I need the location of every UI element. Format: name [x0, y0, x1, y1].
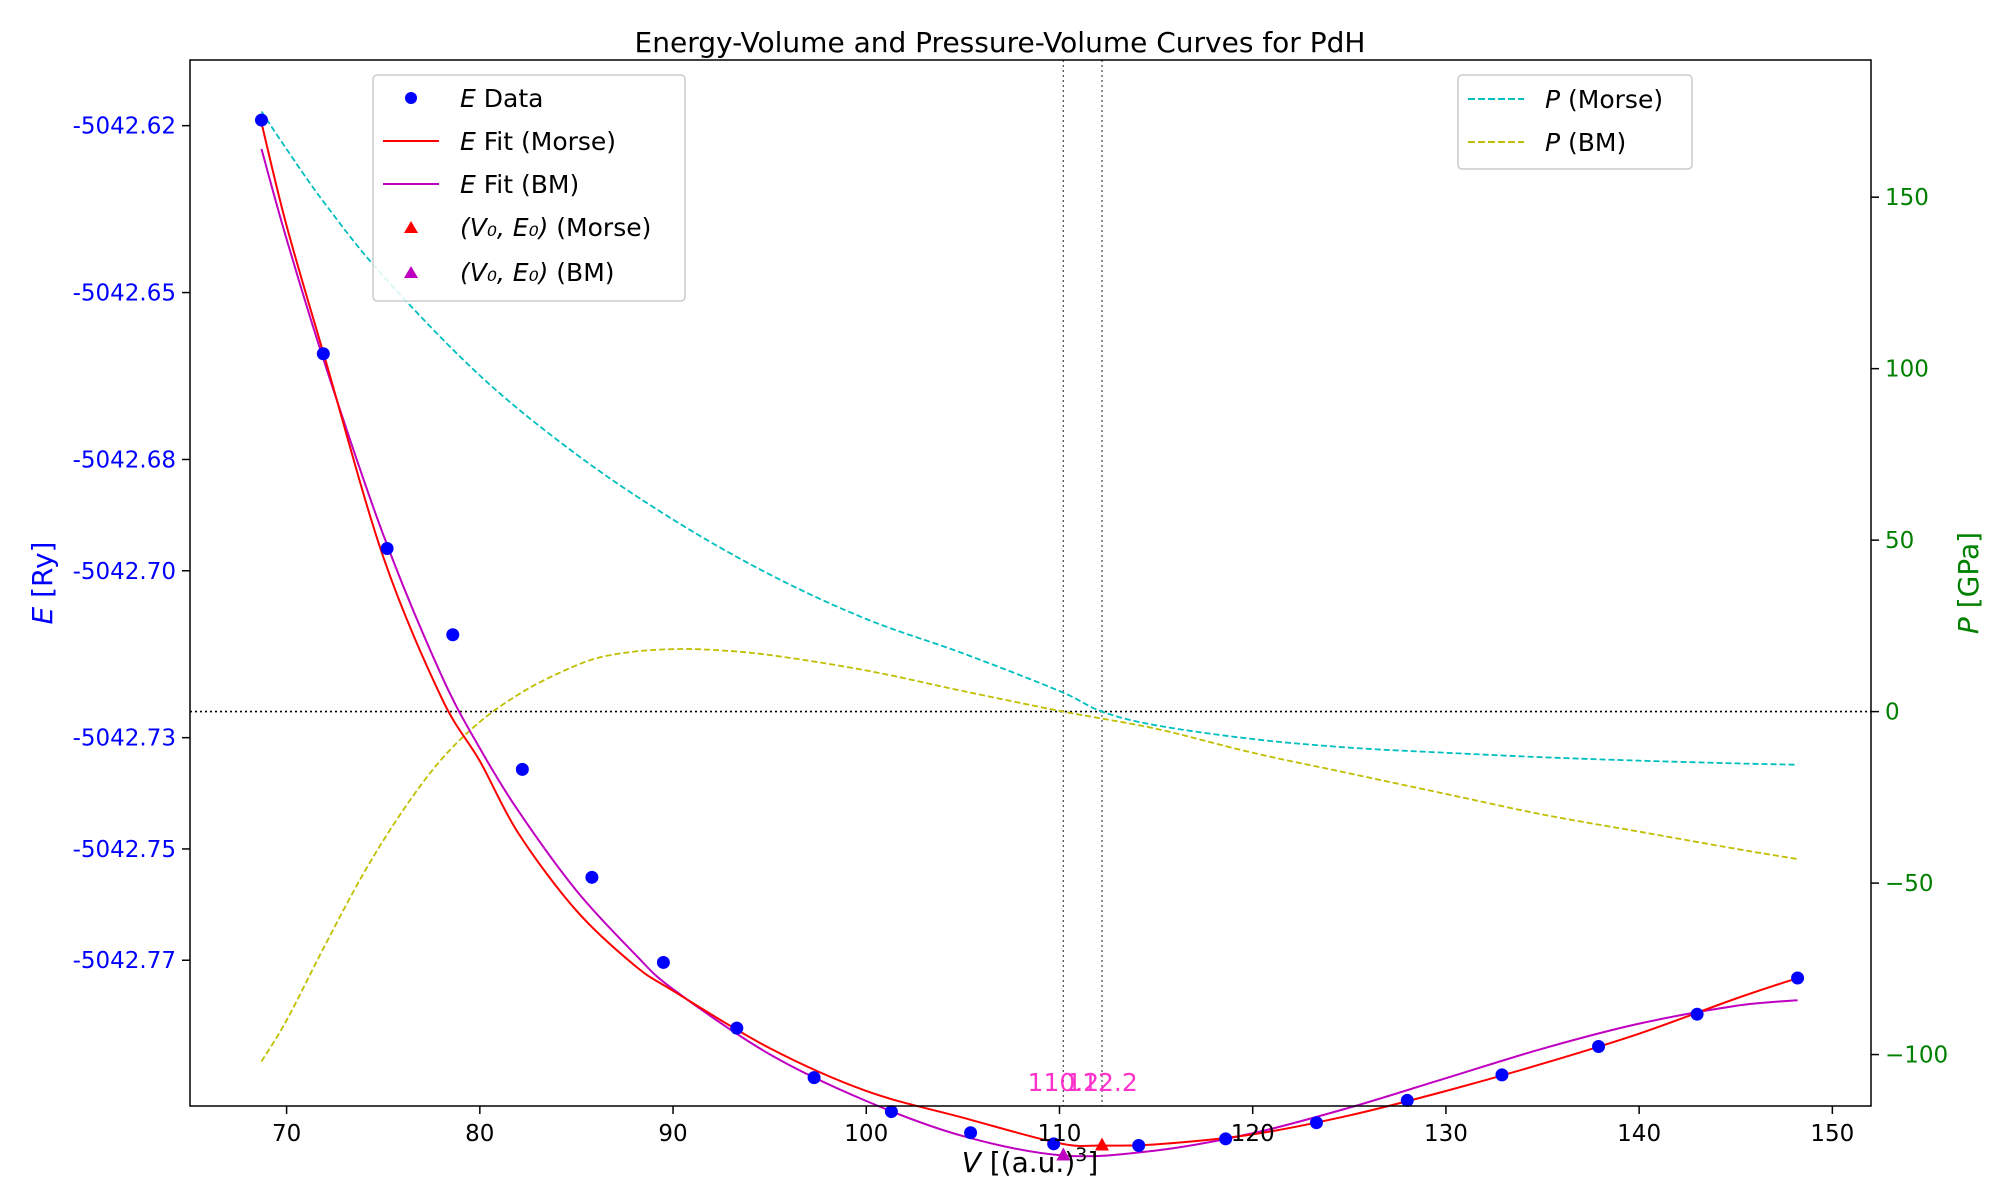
e-data-point: [1690, 1007, 1704, 1021]
e-data-point: [446, 628, 460, 642]
min-marker-morse: [1094, 1137, 1109, 1151]
e-data-point: [1132, 1139, 1146, 1153]
left-y-axis-label: E [Ry]: [26, 542, 59, 625]
e-data-point: [884, 1105, 898, 1119]
x-tick-label: 70: [272, 1121, 301, 1147]
left-y-tick-label: -5042.62: [73, 114, 176, 140]
e-data-point: [515, 762, 529, 776]
legend-right-frame: [1457, 74, 1693, 170]
legend-p-morse-label: P (Morse): [1545, 85, 1663, 114]
legend-min-bm-marker: [404, 266, 418, 278]
left-y-tick-label: -5042.77: [73, 948, 176, 974]
e-data-point: [380, 542, 394, 556]
left-y-tick-label: -5042.68: [73, 447, 176, 473]
e-data-point: [585, 870, 599, 884]
legend-e-fit-morse-label: E Fit (Morse): [460, 127, 616, 156]
left-y-tick-label: -5042.73: [73, 726, 176, 752]
right-y-tick-label: 50: [1885, 528, 1914, 554]
legend-right: P (Morse) P (BM): [1457, 74, 1693, 170]
legend-p-bm-label: P (BM): [1545, 128, 1626, 157]
chart-title: Energy-Volume and Pressure-Volume Curves…: [635, 26, 1366, 59]
left-y-tick-label: -5042.65: [73, 281, 176, 307]
min-marker-bm: [1056, 1147, 1071, 1161]
x-tick-label: 140: [1617, 1121, 1661, 1147]
p-morse-curve: [260, 110, 1798, 766]
legend-entry-e-fit-bm: E Fit (BM): [383, 170, 579, 199]
left-y-axis: -5042.62 -5042.65 -5042.68 -5042.70 -5042.73…: [73, 114, 190, 974]
right-y-tick-label: −50: [1885, 871, 1934, 897]
x-tick-label: 120: [1231, 1121, 1275, 1147]
right-y-tick-label: 100: [1885, 357, 1929, 383]
legend-entry-p-bm: P (BM): [1468, 128, 1626, 157]
x-tick-label: 90: [658, 1121, 687, 1147]
x-tick-label: 130: [1424, 1121, 1468, 1147]
e-data-point: [1047, 1137, 1061, 1151]
e-data-point: [807, 1071, 821, 1085]
x-axis-label: V [(a.u.)3]: [962, 1144, 1099, 1179]
legend-min-morse-marker: [404, 221, 418, 233]
e-data-point: [1592, 1039, 1606, 1053]
x-tick-label: 110: [1038, 1121, 1082, 1147]
e-data-point: [730, 1021, 744, 1035]
legend-e-fit-bm-label: E Fit (BM): [460, 170, 579, 199]
right-y-axis: −100 −50 0 50 100 150: [1871, 185, 1948, 1069]
legend-entry-e-data: E Data: [405, 84, 543, 113]
e-data-point: [1309, 1116, 1323, 1130]
e-data-point: [1400, 1093, 1414, 1107]
right-y-axis-label: P [GPa]: [1952, 532, 1985, 634]
right-y-tick-label: 0: [1885, 700, 1900, 726]
legend-e-data-label: E Data: [460, 84, 543, 113]
e-data-point: [1791, 971, 1805, 985]
p-bm-curve: [260, 648, 1798, 1062]
right-y-tick-label: −100: [1885, 1043, 1948, 1069]
legend-min-bm-label: (V₀, E₀) (BM): [460, 258, 615, 287]
legend-entry-p-morse: P (Morse): [1468, 85, 1663, 114]
x-tick-label: 150: [1810, 1121, 1854, 1147]
legend-left: E Data E Fit (Morse) E Fit (BM) (V₀, E₀)…: [372, 74, 686, 302]
e-data-point: [656, 955, 670, 969]
legend-entry-min-bm: (V₀, E₀) (BM): [404, 258, 615, 287]
x-axis: 70 80 90 100 110 120 130 140 150: [272, 1106, 1854, 1147]
x-tick-label: 80: [465, 1121, 494, 1147]
legend-left-frame: [372, 74, 686, 302]
e-data-point: [1495, 1068, 1509, 1082]
e-data-point: [1219, 1132, 1233, 1146]
min-label-bm: 110.2: [1028, 1068, 1100, 1097]
legend-min-morse-label: (V₀, E₀) (Morse): [460, 213, 651, 242]
legend-e-data-marker: [405, 92, 417, 104]
e-fit-morse-curve: [260, 122, 1798, 1148]
right-y-tick-label: 150: [1885, 185, 1929, 211]
legend-entry-e-fit-morse: E Fit (Morse): [383, 127, 616, 156]
axes-frame: [189, 59, 1872, 1107]
e-data-point: [964, 1126, 978, 1140]
e-data-point: [254, 113, 268, 127]
min-label-morse: 112.2: [1066, 1068, 1138, 1097]
left-y-tick-label: -5042.75: [73, 837, 176, 863]
legend-entry-min-morse: (V₀, E₀) (Morse): [404, 213, 651, 242]
e-data-point: [316, 347, 330, 361]
left-y-tick-label: -5042.70: [73, 559, 176, 585]
x-tick-label: 100: [844, 1121, 888, 1147]
